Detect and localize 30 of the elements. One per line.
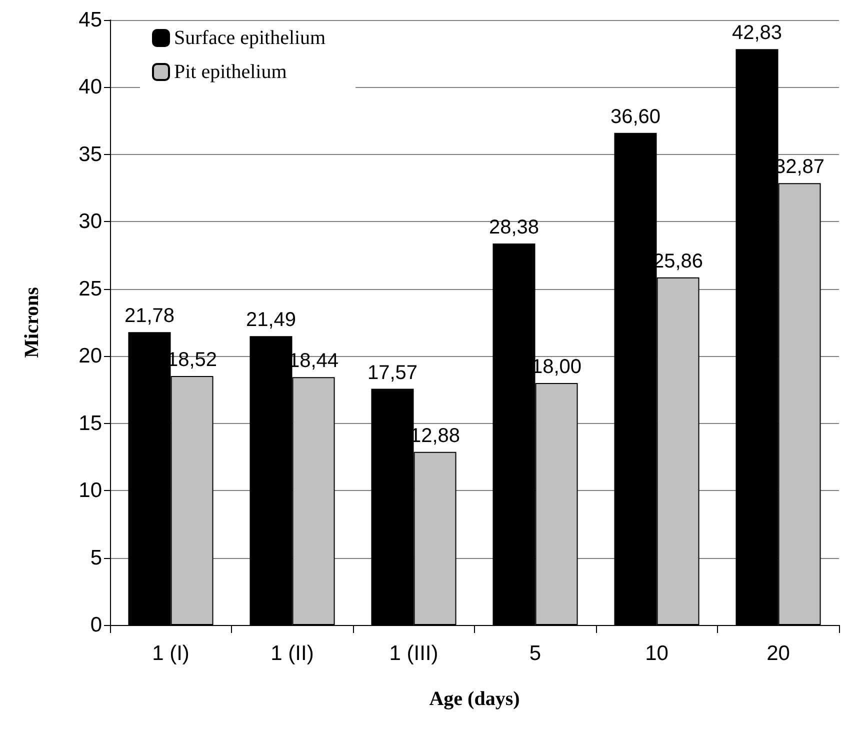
data-label: 18,00	[531, 356, 582, 378]
y-tick-label: 25	[78, 277, 102, 300]
legend-label: Surface epithelium	[174, 27, 326, 49]
data-label: 21,78	[124, 305, 175, 328]
data-label: 18,44	[288, 350, 339, 372]
data-label: 21,49	[246, 309, 296, 332]
y-tick-label: 5	[90, 546, 102, 570]
y-tick-label: 20	[78, 344, 102, 368]
data-label: 12,88	[410, 424, 460, 447]
y-tick-label: 30	[78, 210, 102, 234]
y-tick-label: 0	[90, 614, 102, 636]
data-label: 17,57	[367, 362, 418, 384]
y-tick-label: 10	[78, 479, 102, 502]
y-tick-label: 45	[78, 8, 102, 32]
x-tick-label: 5	[529, 642, 542, 665]
legend-label: Pit epithelium	[174, 61, 288, 83]
x-tick-label: 1 (I)	[152, 642, 190, 665]
x-tick-label: 1 (III)	[389, 642, 438, 665]
data-label: 28,38	[488, 216, 540, 238]
y-tick-label: 35	[78, 142, 102, 166]
y-tick-label: 15	[78, 412, 102, 435]
y-tick-label: 40	[78, 76, 102, 99]
y-axis-title: Microns	[21, 286, 43, 358]
x-tick-label: 10	[645, 642, 668, 665]
x-axis-title: Age (days)	[429, 688, 520, 710]
x-tick-label: 1 (II)	[270, 642, 314, 665]
data-label: 36,60	[610, 106, 661, 128]
x-tick-label: 20	[766, 642, 790, 665]
data-label: 18,52	[166, 349, 218, 372]
data-label: 42,83	[732, 22, 782, 44]
